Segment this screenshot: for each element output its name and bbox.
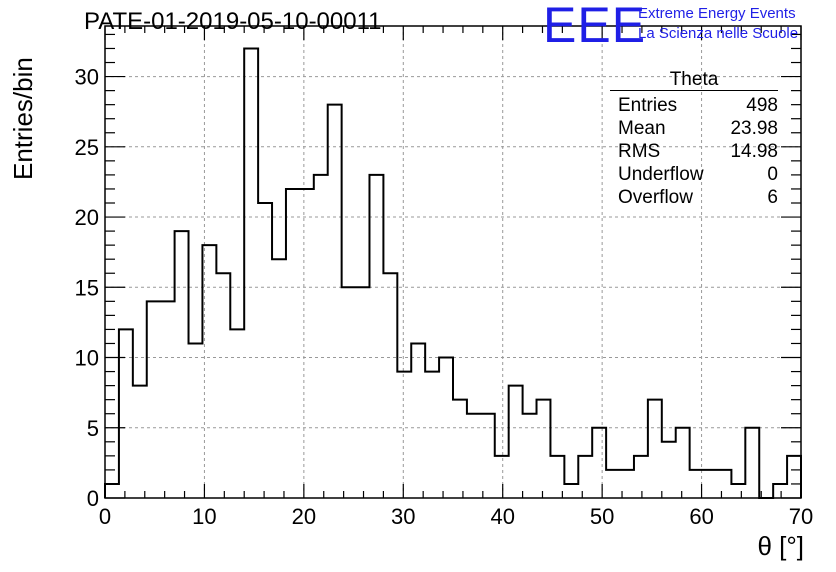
plot-frame [104,25,802,499]
x-tick-label: 40 [490,504,514,529]
stats-value: 14.98 [730,141,778,162]
stats-label: Underflow [618,164,704,185]
y-tick-label: 20 [75,205,99,230]
stats-label: Mean [618,118,666,139]
y-axis-label: Entries/bin [8,57,38,180]
stats-row-mean: Mean 23.98 [610,117,778,140]
stats-row-overflow: Overflow 6 [610,186,778,209]
y-tick-label: 15 [75,275,99,300]
chart-title: PATE-01-2019-05-10-00011 [84,8,382,35]
x-tick-label: 70 [789,504,813,529]
stats-value: 6 [767,187,778,208]
stats-row-underflow: Underflow 0 [610,163,778,186]
stats-label: Entries [618,95,678,116]
stats-label: Overflow [618,187,693,208]
y-tick-label: 5 [87,416,99,441]
stats-value: 0 [767,164,778,185]
x-tick-label: 0 [99,504,111,529]
stats-box: Theta Entries 498 Mean 23.98 RMS 14.98 U… [610,70,778,209]
y-tick-label: 25 [75,135,99,160]
logo-caption: Extreme Energy Events La Scienza nelle S… [638,4,798,44]
logo-line-2: La Scienza nelle Scuole [638,25,799,42]
x-tick-label: 20 [292,504,316,529]
y-tick-label: 0 [87,486,99,511]
eee-logo: EEE [543,0,647,53]
stats-title: Theta [610,70,778,91]
stats-row-rms: RMS 14.98 [610,140,778,163]
y-tick-label: 30 [75,65,99,90]
x-tick-label: 30 [391,504,415,529]
x-tick-label: 10 [192,504,216,529]
stats-label: RMS [618,141,661,162]
stats-row-entries: Entries 498 [610,94,778,117]
histogram-series [104,47,802,499]
logo-line-1: Extreme Energy Events [638,5,796,22]
y-tick-label: 10 [75,346,99,371]
stats-value: 498 [746,95,778,116]
x-tick-label: 50 [590,504,614,529]
stats-value: 23.98 [730,118,778,139]
x-tick-label: 60 [689,504,713,529]
x-axis-label: θ [°] [757,531,804,561]
